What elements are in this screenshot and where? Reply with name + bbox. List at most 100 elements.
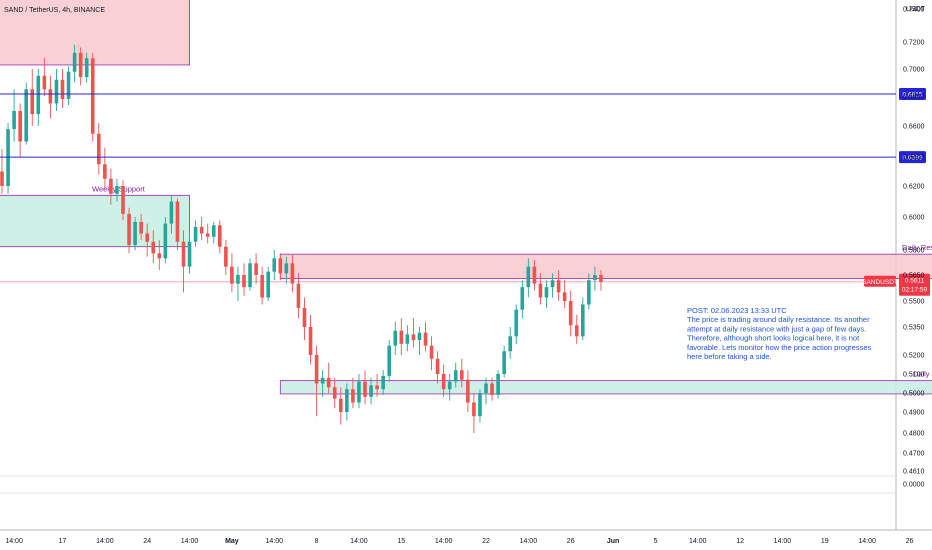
time-tick-label: 5	[653, 538, 657, 545]
price-axis[interactable]: 0.7400 0.7200 0.7000 0.6800 0.6600 0.6400 0.62…	[903, 7, 925, 489]
candle-body	[332, 387, 337, 399]
time-tick-label: 22	[482, 538, 490, 545]
candle-body	[532, 266, 537, 284]
daily-support-zone-label: Daily Support	[913, 370, 932, 379]
candle-body	[478, 393, 482, 417]
candle	[514, 304, 519, 344]
candle	[599, 270, 603, 291]
axis-currency-label: USDT	[906, 6, 926, 13]
price-tick-label: 0.7400	[903, 7, 925, 14]
candle-body	[248, 263, 252, 288]
candle-body	[345, 389, 349, 412]
candle	[326, 362, 331, 393]
candle-body	[326, 377, 331, 388]
candle	[230, 253, 234, 293]
candle	[272, 250, 277, 281]
price-tick-label: 0.4610	[903, 469, 925, 476]
candle-body	[508, 336, 512, 352]
candle-body	[593, 275, 597, 281]
daily-resistance-zone-label: Daily Resistance	[902, 243, 932, 252]
candle-body	[42, 75, 47, 90]
candle-body	[405, 334, 410, 344]
candle-body	[0, 171, 4, 186]
candle	[12, 89, 16, 142]
candle-body	[284, 263, 289, 274]
candle	[574, 314, 579, 344]
candle-body	[145, 233, 149, 242]
price-tick-label: 0.6000	[903, 215, 925, 222]
candle-body	[127, 213, 131, 246]
candle-body	[30, 89, 35, 114]
candle	[163, 217, 168, 264]
time-tick-label: 14:00	[689, 538, 707, 545]
current-price-tag[interactable]	[899, 273, 930, 296]
candle-body	[381, 375, 385, 390]
candle	[78, 47, 83, 86]
candle-body	[587, 280, 591, 305]
level-06815-tag	[899, 87, 926, 100]
candle-body	[205, 233, 210, 237]
candle-body	[574, 325, 579, 337]
candle	[48, 75, 53, 119]
candle-body	[441, 374, 446, 390]
candle	[260, 266, 264, 305]
symbol-tag-label: SANDUSDT	[862, 279, 898, 286]
candle	[544, 280, 549, 308]
candle	[103, 147, 107, 190]
candle	[332, 377, 337, 409]
candle	[502, 345, 506, 378]
candle	[508, 327, 512, 359]
level-06815-tag-label: 0.6815	[903, 91, 923, 98]
candle	[30, 69, 35, 126]
candle-body	[224, 246, 228, 267]
price-tick-label: 0.5500	[903, 299, 925, 306]
candle-body	[163, 223, 168, 259]
candle-body	[568, 301, 573, 326]
time-tick-label: 14:00	[858, 538, 876, 545]
note-line: POST: 02.06.2023 13:33 UTC	[687, 306, 787, 315]
time-tick-label: 14:00	[181, 538, 199, 545]
candle	[351, 377, 355, 409]
candle-body	[308, 327, 313, 355]
candle-body	[290, 263, 295, 284]
price-tick-label: 0.5800	[903, 248, 925, 255]
level-06399-tag-label: 0.6399	[903, 155, 923, 162]
candle	[357, 374, 361, 409]
candle	[24, 82, 28, 145]
candle	[460, 358, 464, 388]
candle	[466, 370, 470, 412]
candle-body	[484, 383, 488, 393]
candle-body	[90, 58, 95, 134]
candle	[399, 318, 404, 355]
candle	[66, 66, 71, 105]
candle-body	[399, 330, 404, 344]
candle-body	[230, 266, 234, 284]
candle-body	[181, 241, 186, 267]
top-resistance-zone	[0, 0, 190, 66]
symbol-tag	[864, 275, 896, 287]
time-tick-label: 8	[315, 538, 319, 545]
candle-body	[339, 398, 343, 412]
level-layer: 0.6815 0.6399 SANDUSDT 0.5611 02:17:59	[0, 87, 930, 296]
candle-body	[97, 133, 101, 165]
price-tick-label: 0.5650	[903, 273, 925, 280]
candle	[139, 213, 143, 241]
weekly-support-zone	[0, 194, 190, 248]
price-tick-label: 0.6600	[903, 124, 925, 131]
candle	[387, 340, 391, 382]
candle-body	[157, 253, 162, 259]
time-axis[interactable]: 14:00 17 14:00 24 14:00 May 14:00 8 14:00 15 14:00…	[5, 538, 913, 545]
candle	[581, 297, 585, 341]
price-tick-label: 0.6800	[903, 94, 925, 101]
candle	[314, 345, 319, 417]
candle-body	[72, 52, 77, 72]
candle	[562, 280, 567, 308]
candle-body	[199, 226, 204, 234]
candle-body	[544, 287, 549, 298]
candle-body	[187, 241, 192, 267]
time-tick-label: 24	[143, 538, 151, 545]
candle-body	[411, 334, 416, 341]
candle	[199, 217, 204, 241]
